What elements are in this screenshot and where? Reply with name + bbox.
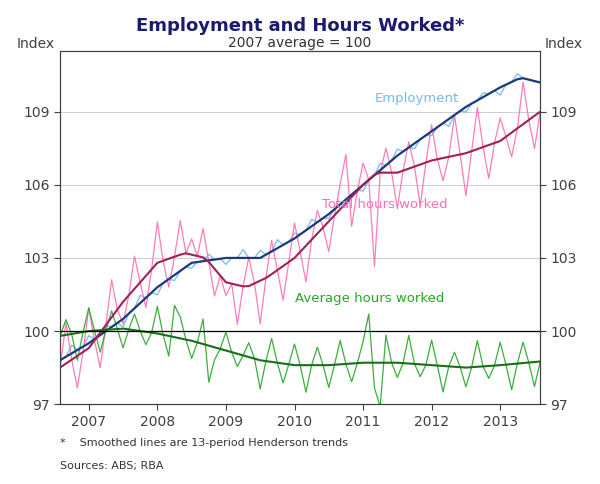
Text: Index: Index [17,37,55,51]
Text: Employment: Employment [374,92,458,105]
Text: Average hours worked: Average hours worked [295,292,445,304]
Text: Total hours worked: Total hours worked [322,198,447,211]
Text: Employment and Hours Worked*: Employment and Hours Worked* [136,17,464,35]
Text: 2007 average = 100: 2007 average = 100 [229,36,371,50]
Text: Sources: ABS; RBA: Sources: ABS; RBA [60,461,163,471]
Text: *    Smoothed lines are 13-period Henderson trends: * Smoothed lines are 13-period Henderson… [60,438,348,448]
Text: Index: Index [545,37,583,51]
